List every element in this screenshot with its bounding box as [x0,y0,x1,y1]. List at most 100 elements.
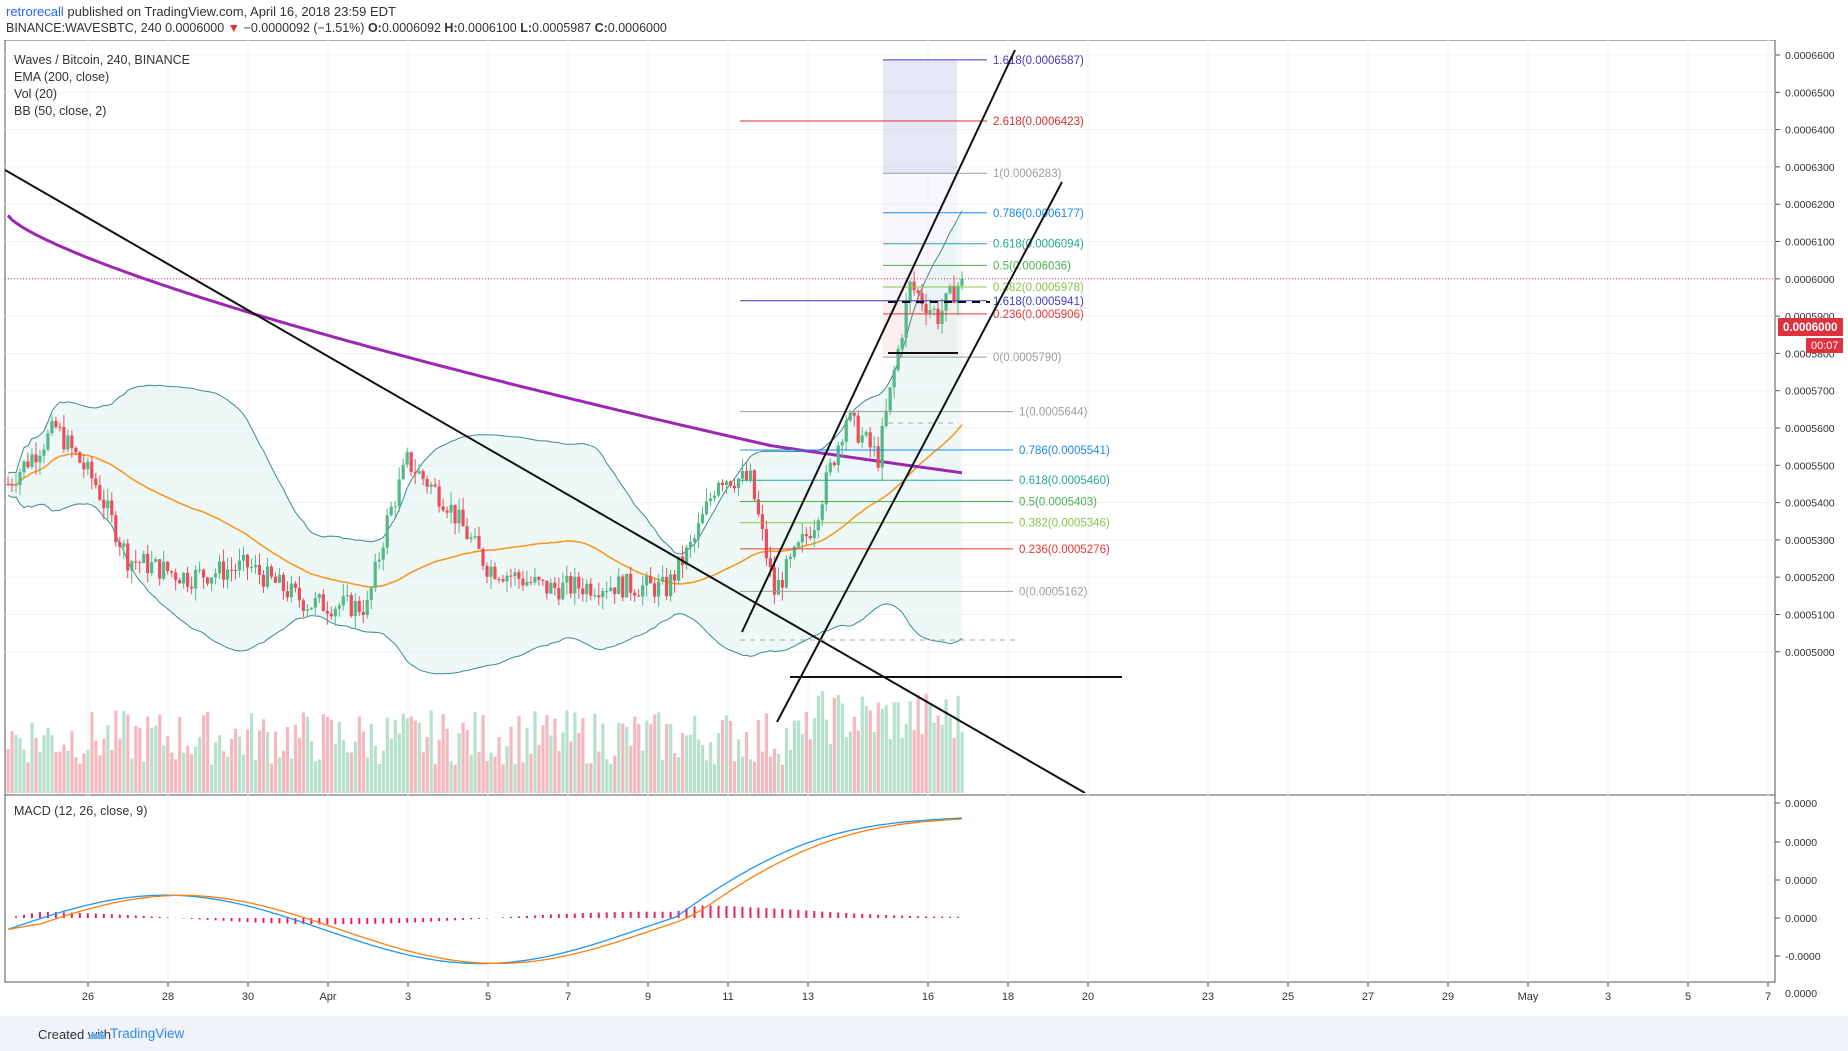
candle-body [146,553,150,574]
volume-bar [273,731,278,793]
volume-bar [489,752,493,793]
candle-body [657,581,661,597]
candle-body [505,575,509,582]
close-value: 0.0006000 [607,21,667,35]
candle-body [421,471,425,479]
volume-bar [653,714,657,793]
price-badge-value: 0.0006000 [1783,322,1837,334]
candle-body [465,526,469,539]
candle-body [106,500,110,509]
volume-bar [709,741,713,793]
candle-body [481,548,485,566]
price-chart[interactable]: 1.618(0.0006587) 2.618(0.0006423) 1(0.0006… [0,40,1848,1016]
author-link[interactable]: retrorecall [6,4,64,19]
candle-body [38,455,42,463]
volume-bar [42,735,46,793]
volume-bar [10,730,14,793]
ohlc-line: BINANCE:WAVESBTC, 240 0.0006000 ▼ −0.000… [6,21,667,35]
tradingview-logo-icon[interactable] [86,1029,108,1041]
candle-body [78,452,82,463]
volume-bar [485,761,489,793]
volume-bar [26,762,30,793]
candle-body [138,562,142,564]
volume-bar [824,719,828,793]
volume-bar [721,720,725,793]
candle-body [796,542,800,547]
volume-bar [190,754,194,793]
candle-body [820,504,824,521]
volume-bar [333,743,338,793]
x-tick-label: 25 [1282,991,1294,1003]
candle-body [269,566,274,577]
legend-bb: BB (50, close, 2) [14,104,106,118]
x-tick-label: 23 [1202,991,1214,1003]
candle-body [832,462,836,466]
candle-body [325,611,329,614]
fib-upper-label: 0.786(0.0006177) [993,208,1084,220]
candle-body [645,576,649,586]
volume-bar [517,716,521,793]
volume-bar [792,720,797,793]
candle-body [58,426,62,428]
volume-bar [533,711,537,793]
candle-body [437,486,441,507]
trendline [776,181,1063,723]
x-tick-label: 20 [1082,991,1094,1003]
volume-bar [617,722,621,793]
candle-body [98,485,102,500]
x-tick-label: 29 [1442,991,1454,1003]
candle-body [864,432,868,436]
candle-body [337,605,341,609]
chart-header: retrorecall published on TradingView.com… [0,0,1848,35]
volume-bar [836,694,840,793]
candle-body [150,562,154,574]
candle-body [549,582,553,594]
price-axis[interactable]: 0.0006600 0.0006500 0.0006400 0.0006300 0.00… [1775,50,1835,1000]
volume-bar [565,710,569,793]
candle-body [477,536,481,549]
macd-tick-label: 0.0000 [1785,988,1817,1000]
volume-bar [581,718,585,793]
volume-bar [645,720,649,793]
volume-bar [717,732,721,793]
volume-bar [505,746,509,793]
volume-bar [405,718,409,793]
candle-body [449,504,453,513]
price-badge-bg [1778,318,1843,336]
y-tick-label: 0.0006400 [1785,125,1835,137]
volume-bar [513,763,517,793]
time-axis[interactable]: 26 28 30 Apr 3 5 7 9 11 13 16 18 20 23 25 27 29 May 3 5 7 [82,982,1771,1003]
candle-body [54,420,58,427]
candle-body [397,479,401,507]
candle-body [904,302,908,338]
candle-body [716,482,721,496]
macd-tick-label: 0.0000 [1785,875,1817,887]
candle-body [589,583,593,596]
candle-body [217,561,222,574]
volume-bar [705,760,709,793]
candle-body [720,482,725,486]
macd-tick-label: 0.0000 [1785,913,1817,925]
candle-body [696,523,701,539]
candle-body [748,470,753,480]
candle-body [700,514,705,524]
fib-lower-label: 0(0.0005162) [1019,586,1088,598]
volume-bar [409,716,413,793]
candle-body [321,594,325,612]
tradingview-brand[interactable]: TradingView [110,1026,185,1041]
volume-bar [920,734,924,793]
volume-bar [928,703,932,793]
open-value: 0.0006092 [381,21,441,35]
candle-body [381,547,385,560]
volume-bar [433,764,437,793]
candle-body [265,566,270,587]
volume-bars [6,691,964,793]
candle-body [868,432,872,448]
volume-bar [349,752,353,793]
volume-bar [341,739,345,793]
candle-body [541,579,545,581]
x-tick-label: 7 [565,991,571,1003]
candle-body [517,572,521,579]
candle-body [205,577,210,584]
volume-bar [673,753,677,793]
